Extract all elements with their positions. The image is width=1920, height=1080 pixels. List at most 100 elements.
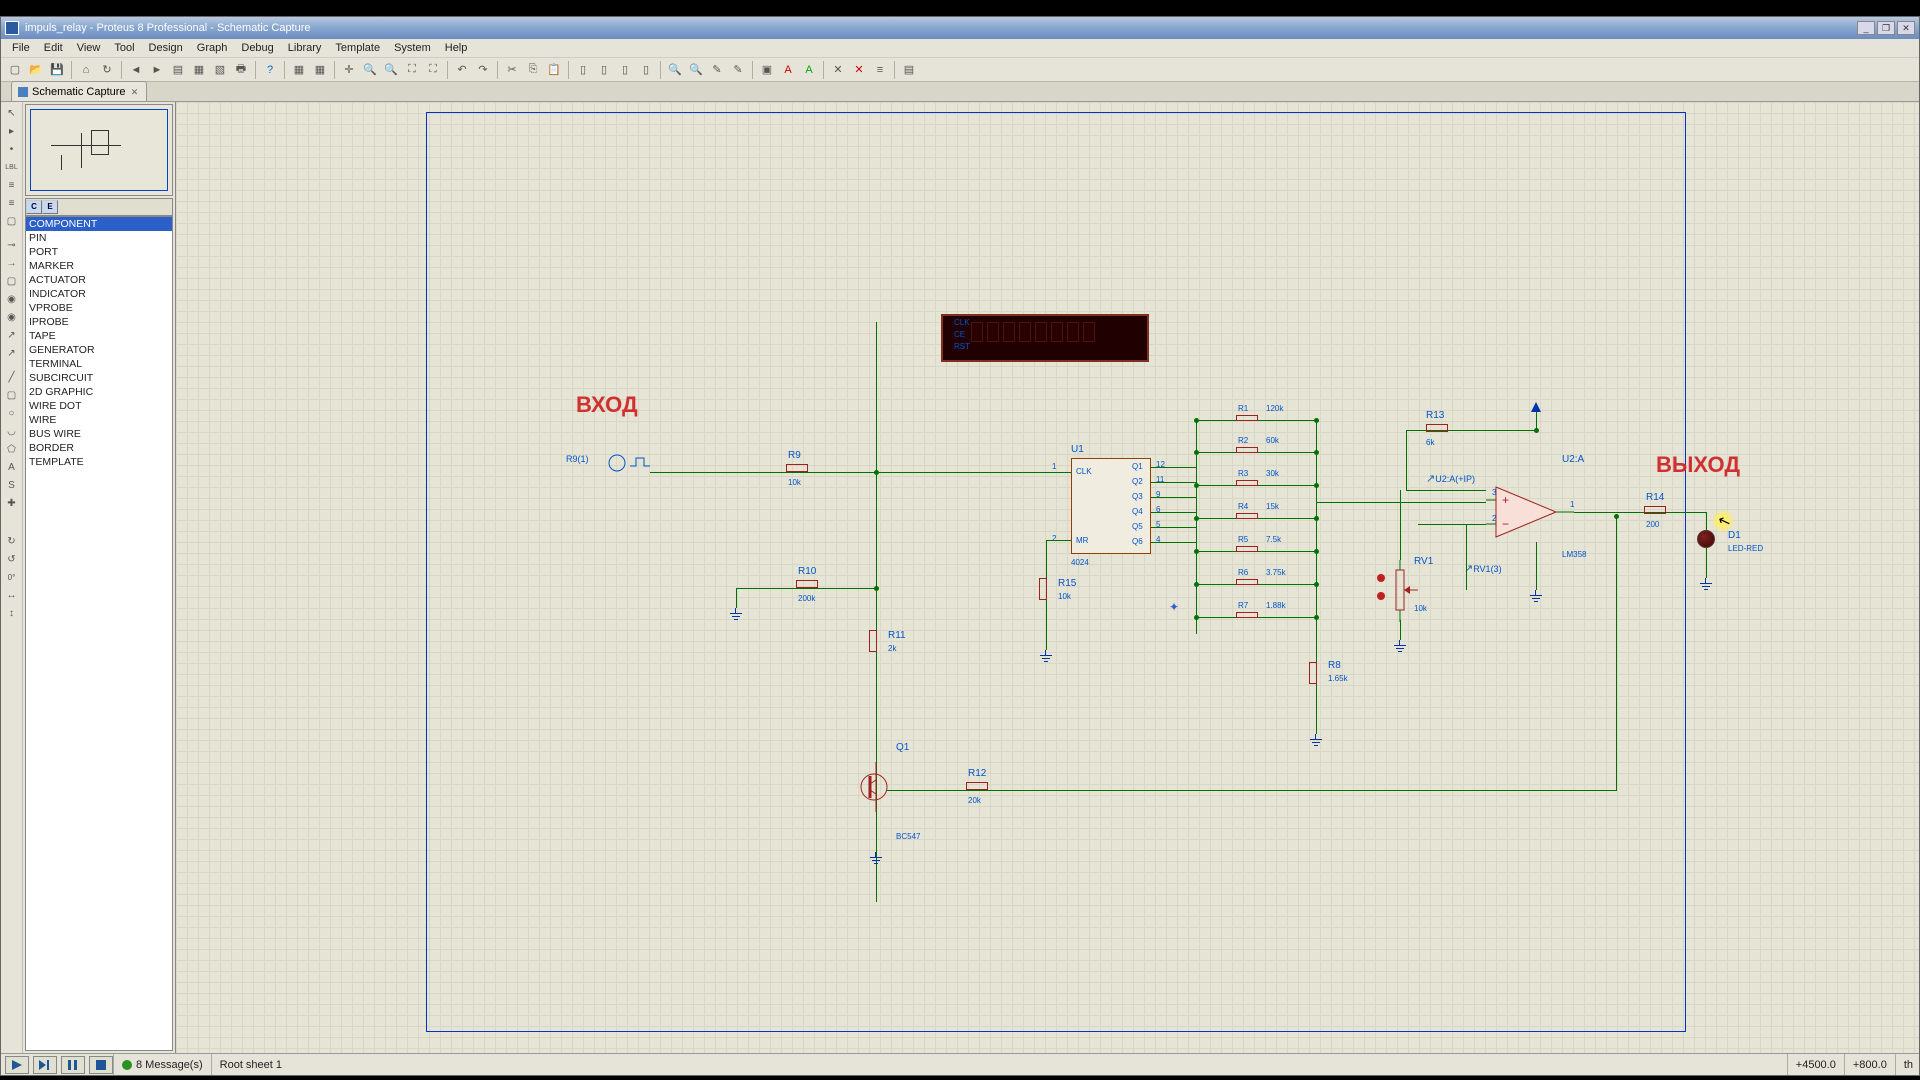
list-item[interactable]: GENERATOR xyxy=(26,343,172,357)
menu-file[interactable]: File xyxy=(5,40,37,56)
close-button[interactable]: ✕ xyxy=(1897,21,1915,35)
line-icon[interactable]: ╱ xyxy=(3,368,21,386)
tab-schematic[interactable]: Schematic Capture ✕ xyxy=(11,81,147,101)
rotccw-icon[interactable]: ↺ xyxy=(3,550,21,568)
list-item[interactable]: SUBCIRCUIT xyxy=(26,371,172,385)
redo-icon[interactable]: ↷ xyxy=(473,60,493,80)
paste-icon[interactable]: 📋 xyxy=(544,60,564,80)
overview-panel[interactable] xyxy=(25,104,173,196)
angle-icon[interactable]: 0° xyxy=(3,568,21,586)
signal-gen-icon[interactable] xyxy=(606,452,654,474)
vprobe-icon[interactable]: ↗ xyxy=(3,326,21,344)
bus-icon[interactable]: ≡ xyxy=(3,194,21,212)
sim-play-button[interactable] xyxy=(5,1056,29,1074)
zoomfit-icon[interactable]: ⛶ xyxy=(402,60,422,80)
list-item[interactable]: BUS WIRE xyxy=(26,427,172,441)
list-item[interactable]: PIN xyxy=(26,231,172,245)
menu-view[interactable]: View xyxy=(70,40,108,56)
list-item[interactable]: VPROBE xyxy=(26,301,172,315)
devsel-c-button[interactable]: C xyxy=(26,200,42,214)
list-item[interactable]: COMPONENT xyxy=(26,217,172,231)
align2-icon[interactable]: ▯ xyxy=(594,60,614,80)
home-icon[interactable]: ⌂ xyxy=(76,60,96,80)
zoomin-icon[interactable]: 🔍 xyxy=(360,60,380,80)
notes-icon[interactable]: ▦ xyxy=(189,60,209,80)
iprobe-icon[interactable]: ↗ xyxy=(3,344,21,362)
sheet-icon[interactable]: ▤ xyxy=(168,60,188,80)
del2-icon[interactable]: ✕ xyxy=(849,60,869,80)
junction-icon[interactable]: • xyxy=(3,140,21,158)
tab-close-icon[interactable]: ✕ xyxy=(130,87,140,97)
text2d-icon[interactable]: A xyxy=(3,458,21,476)
menu-graph[interactable]: Graph xyxy=(190,40,235,56)
menu-library[interactable]: Library xyxy=(281,40,329,56)
wand-icon[interactable]: ✎ xyxy=(707,60,727,80)
grid2-icon[interactable]: ▦ xyxy=(310,60,330,80)
poly-icon[interactable]: ⬠ xyxy=(3,440,21,458)
devsel-e-button[interactable]: E xyxy=(42,200,58,214)
nav-back-icon[interactable]: ◄ xyxy=(126,60,146,80)
grid-icon[interactable]: ▦ xyxy=(289,60,309,80)
led-d1[interactable] xyxy=(1697,530,1715,548)
symbol-icon[interactable]: S xyxy=(3,476,21,494)
status-messages[interactable]: 8 Message(s) xyxy=(113,1054,211,1075)
pointer-icon[interactable]: ↖ xyxy=(3,104,21,122)
menu-bar[interactable]: File Edit View Tool Design Graph Debug L… xyxy=(1,39,1919,58)
restore-button[interactable]: ❐ xyxy=(1877,21,1895,35)
pin-icon[interactable]: → xyxy=(3,254,21,272)
list-item[interactable]: ACTUATOR xyxy=(26,273,172,287)
help-icon[interactable]: ? xyxy=(260,60,280,80)
component-mode-icon[interactable]: ▸ xyxy=(3,122,21,140)
menu-template[interactable]: Template xyxy=(328,40,387,56)
center-icon[interactable]: ✛ xyxy=(339,60,359,80)
subckt-icon[interactable]: ▢ xyxy=(3,212,21,230)
potentiometer-rv1[interactable] xyxy=(1376,560,1426,635)
terminal-icon[interactable]: ⊸ xyxy=(3,236,21,254)
list-item[interactable]: WIRE DOT xyxy=(26,399,172,413)
search-icon[interactable]: 🔍 xyxy=(665,60,685,80)
refresh-icon[interactable]: ↻ xyxy=(97,60,117,80)
cut-icon[interactable]: ✂ xyxy=(502,60,522,80)
marker-icon[interactable]: ✚ xyxy=(3,494,21,512)
arc-icon[interactable]: ◡ xyxy=(3,422,21,440)
new-icon[interactable]: ▢ xyxy=(5,60,25,80)
list-item[interactable]: TERMINAL xyxy=(26,357,172,371)
flip-v-icon[interactable]: ↕ xyxy=(3,604,21,622)
label-icon[interactable]: LBL xyxy=(3,158,21,176)
list-item[interactable]: PORT xyxy=(26,245,172,259)
list-icon[interactable]: ≡ xyxy=(870,60,890,80)
undo-icon[interactable]: ↶ xyxy=(452,60,472,80)
open-icon[interactable]: 📂 xyxy=(26,60,46,80)
list-item[interactable]: WIRE xyxy=(26,413,172,427)
wand2-icon[interactable]: ✎ xyxy=(728,60,748,80)
export-icon[interactable]: ▤ xyxy=(899,60,919,80)
sim-step-button[interactable] xyxy=(33,1056,57,1074)
circle-icon[interactable]: ○ xyxy=(3,404,21,422)
rect-icon[interactable]: ▢ xyxy=(3,386,21,404)
list-item[interactable]: TEMPLATE xyxy=(26,455,172,469)
letter-icon[interactable]: A xyxy=(778,60,798,80)
del-icon[interactable]: ✕ xyxy=(828,60,848,80)
tape-icon[interactable]: ◉ xyxy=(3,290,21,308)
list-item[interactable]: BORDER xyxy=(26,441,172,455)
sim-stop-button[interactable] xyxy=(89,1056,113,1074)
menu-edit[interactable]: Edit xyxy=(37,40,70,56)
menu-tool[interactable]: Tool xyxy=(107,40,141,56)
text-icon[interactable]: ≡ xyxy=(3,176,21,194)
zoomout-icon[interactable]: 🔍 xyxy=(381,60,401,80)
list-item[interactable]: INDICATOR xyxy=(26,287,172,301)
title-bar[interactable]: impuls_relay - Proteus 8 Professional - … xyxy=(1,17,1919,39)
copy-icon[interactable]: ⎘ xyxy=(523,60,543,80)
save-icon[interactable]: 💾 xyxy=(47,60,67,80)
flip-h-icon[interactable]: ↔ xyxy=(3,586,21,604)
rotcw-icon[interactable]: ↻ xyxy=(3,532,21,550)
list-item[interactable]: IPROBE xyxy=(26,315,172,329)
menu-help[interactable]: Help xyxy=(438,40,475,56)
list-item[interactable]: MARKER xyxy=(26,259,172,273)
search2-icon[interactable]: 🔍 xyxy=(686,60,706,80)
align3-icon[interactable]: ▯ xyxy=(615,60,635,80)
letter2-icon[interactable]: A xyxy=(799,60,819,80)
opamp-u2[interactable]: + − xyxy=(1486,482,1576,547)
menu-debug[interactable]: Debug xyxy=(234,40,280,56)
schematic-canvas[interactable]: ВХОД ВЫХОД CLK CE RST R xyxy=(176,102,1919,1053)
